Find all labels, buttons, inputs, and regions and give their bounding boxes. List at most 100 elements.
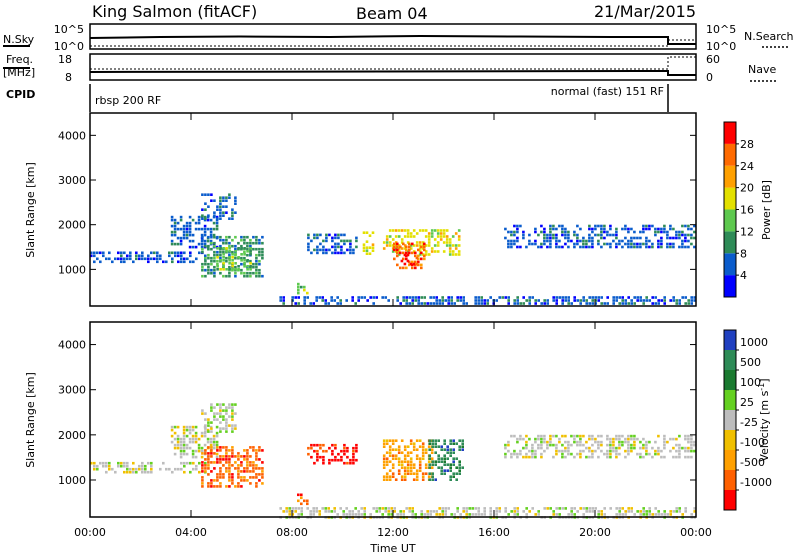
power-colorbar-tick-label: 4 xyxy=(740,269,747,282)
power-echo-cell xyxy=(343,242,346,246)
velocity-echo-cell xyxy=(249,461,252,464)
velocity-echo-cell xyxy=(328,446,331,450)
velocity-echo-cell xyxy=(400,451,404,454)
power-echo-cell xyxy=(405,251,408,255)
power-echo-cell xyxy=(477,296,480,299)
power-echo-cell xyxy=(325,233,328,237)
power-echo-cell xyxy=(507,299,510,302)
velocity-echo-cell xyxy=(249,482,252,485)
velocity-echo-cell xyxy=(114,470,117,474)
velocity-echo-cell xyxy=(185,428,189,432)
power-echo-cell xyxy=(203,224,207,228)
velocity-echo-cell xyxy=(340,455,343,459)
power-echo-cell xyxy=(418,241,422,244)
power-echo-cell xyxy=(555,245,558,249)
power-echo-cell xyxy=(450,296,453,299)
velocity-echo-cell xyxy=(458,445,461,448)
power-echo-cell xyxy=(204,244,207,248)
power-echo-cell xyxy=(170,239,174,243)
power-echo-cell xyxy=(442,250,446,253)
power-echo-cell xyxy=(657,239,660,243)
power-echo-cell xyxy=(582,236,585,240)
power-echo-cell xyxy=(249,247,252,250)
velocity-echo-cell xyxy=(348,513,351,516)
power-echo-cell xyxy=(657,242,660,246)
power-echo-cell xyxy=(672,242,675,246)
power-echo-cell xyxy=(573,245,576,249)
power-echo-cell xyxy=(451,235,455,238)
velocity-echo-cell xyxy=(519,452,522,456)
velocity-echo-cell xyxy=(570,434,573,438)
power-echo-cell xyxy=(675,302,678,305)
power-echo-cell xyxy=(415,241,419,244)
velocity-echo-cell xyxy=(176,434,180,438)
velocity-echo-cell xyxy=(210,403,213,406)
power-echo-cell xyxy=(669,227,672,231)
velocity-echo-cell xyxy=(411,513,414,516)
velocity-echo-cell xyxy=(612,437,615,441)
power-echo-cell xyxy=(108,257,111,261)
power-echo-cell xyxy=(170,233,174,237)
power-echo-cell xyxy=(403,247,407,250)
velocity-echo-cell xyxy=(597,443,600,447)
velocity-echo-cell xyxy=(327,507,330,510)
power-echo-cell xyxy=(372,296,375,299)
velocity-echo-cell xyxy=(455,472,458,475)
power-echo-cell xyxy=(234,211,237,214)
velocity-echo-cell xyxy=(468,513,471,516)
power-echo-cell xyxy=(436,232,440,235)
velocity-echo-cell xyxy=(633,446,636,450)
power-echo-cell xyxy=(606,230,609,234)
velocity-echo-cell xyxy=(525,434,528,438)
power-echo-cell xyxy=(231,268,234,271)
power-echo-cell xyxy=(486,302,489,305)
velocity-echo-cell xyxy=(237,452,240,455)
velocity-echo-cell xyxy=(546,440,549,444)
velocity-echo-cell xyxy=(222,458,225,461)
velocity-echo-cell xyxy=(642,507,645,510)
velocity-echo-cell xyxy=(437,457,440,460)
velocity-echo-cell xyxy=(555,452,558,456)
power-echo-cell xyxy=(90,254,93,258)
velocity-echo-cell xyxy=(555,443,558,447)
power-echo-cell xyxy=(597,224,600,228)
velocity-echo-cell xyxy=(582,449,585,453)
power-echo-cell xyxy=(362,243,366,246)
power-echo-cell xyxy=(228,250,231,253)
power-echo-cell xyxy=(588,296,591,299)
velocity-echo-cell xyxy=(204,464,207,467)
velocity-y-tick-label: 1000 xyxy=(58,474,86,487)
velocity-echo-cell xyxy=(204,418,207,421)
power-echo-cell xyxy=(216,208,219,211)
velocity-echo-cell xyxy=(552,434,555,438)
power-echo-cell xyxy=(243,235,246,239)
power-echo-cell xyxy=(406,259,410,263)
velocity-echo-cell xyxy=(525,507,528,510)
velocity-echo-cell xyxy=(431,460,434,463)
power-echo-cell xyxy=(174,254,177,258)
velocity-echo-cell xyxy=(627,510,630,513)
velocity-echo-cell xyxy=(252,449,255,452)
freq-trace xyxy=(89,69,696,76)
velocity-echo-cell xyxy=(288,507,291,510)
power-echo-cell xyxy=(310,239,313,243)
velocity-echo-cell xyxy=(120,461,123,465)
velocity-echo-cell xyxy=(363,510,366,513)
velocity-echo-cell xyxy=(261,482,264,485)
power-echo-cell xyxy=(561,224,564,228)
power-echo-cell xyxy=(687,302,690,305)
velocity-echo-cell xyxy=(606,443,609,447)
power-echo-cell xyxy=(462,296,465,299)
velocity-echo-cell xyxy=(421,451,425,454)
power-echo-cell xyxy=(483,302,486,305)
power-echo-cell xyxy=(108,251,111,255)
power-echo-cell xyxy=(423,245,426,249)
power-echo-cell xyxy=(228,244,231,248)
velocity-echo-cell xyxy=(388,445,392,448)
power-echo-cell xyxy=(197,215,201,219)
velocity-echo-cell xyxy=(576,434,579,438)
velocity-echo-cell xyxy=(669,513,672,516)
power-echo-cell xyxy=(258,250,261,254)
velocity-echo-cell xyxy=(391,463,395,466)
